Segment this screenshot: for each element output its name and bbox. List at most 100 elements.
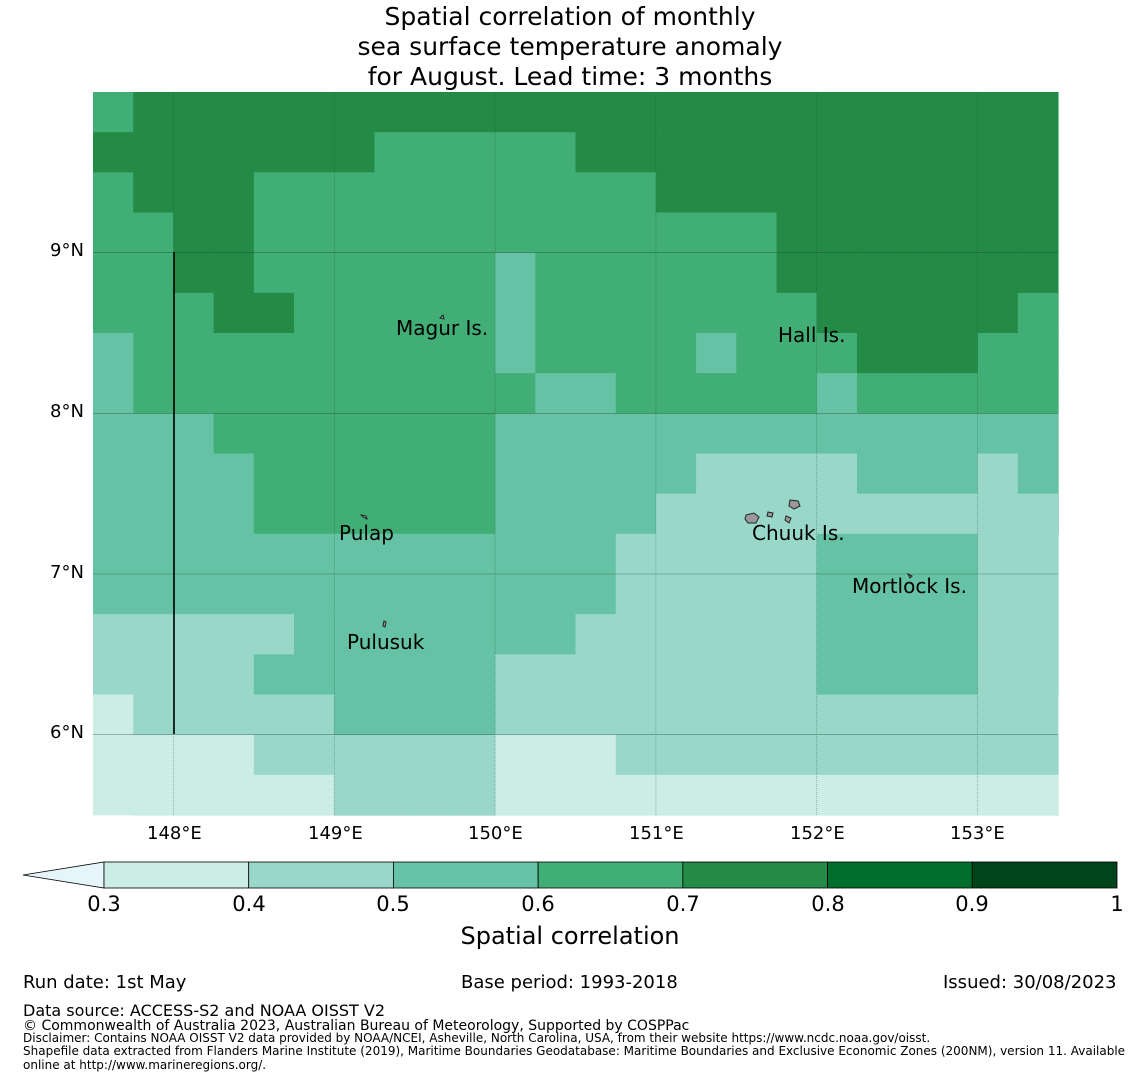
grid-cell [254, 614, 295, 655]
grid-cell [495, 574, 536, 615]
grid-cell [334, 735, 375, 776]
grid-cell [576, 695, 617, 736]
grid-cell [857, 815, 898, 816]
grid-cell [1018, 213, 1059, 254]
grid-cell [1018, 413, 1059, 454]
grid-cell [415, 172, 456, 213]
grid-cell [173, 253, 214, 294]
grid-cell [937, 815, 978, 816]
grid-cell [173, 534, 214, 575]
grid-cell [736, 614, 777, 655]
grid-cell [495, 413, 536, 454]
grid-cell [374, 574, 415, 615]
grid-cell [576, 172, 617, 213]
grid-cell [978, 92, 1019, 133]
grid-cell [214, 454, 255, 495]
grid-cell [294, 614, 335, 655]
grid-cell [696, 413, 737, 454]
grid-cell [495, 373, 536, 414]
grid-cell [294, 534, 335, 575]
grid-cell [374, 775, 415, 816]
grid-cell [1058, 132, 1059, 173]
grid-cell [334, 253, 375, 294]
grid-cell [857, 213, 898, 254]
grid-cell [897, 293, 938, 334]
grid-cell [656, 815, 697, 816]
grid-cell [535, 413, 576, 454]
grid-cell [294, 574, 335, 615]
grid-cell [1018, 735, 1059, 776]
grid-cell [736, 172, 777, 213]
grid-cell [334, 213, 375, 254]
grid-cell [817, 775, 858, 816]
lat-label-9n: 9°N [50, 240, 84, 261]
grid-cell [93, 494, 134, 535]
grid-cell [334, 454, 375, 495]
grid-cell [736, 454, 777, 495]
grid-cell [214, 92, 255, 133]
grid-cell [616, 494, 657, 535]
grid-cell [294, 494, 335, 535]
grid-cell [173, 815, 214, 816]
grid-cell [535, 213, 576, 254]
grid-cell [1058, 654, 1059, 695]
lon-label-148e: 148°E [147, 823, 202, 844]
grid-cell [254, 454, 295, 495]
grid-cell [334, 775, 375, 816]
grid-cell [1058, 735, 1059, 776]
grid-cell [294, 413, 335, 454]
grid-cell [535, 454, 576, 495]
grid-cell [214, 735, 255, 776]
grid-cell [415, 494, 456, 535]
grid-cell [857, 92, 898, 133]
grid-cell [374, 454, 415, 495]
grid-cell [173, 132, 214, 173]
grid-cell [817, 695, 858, 736]
grid-cell [1058, 815, 1059, 816]
grid-cell [616, 132, 657, 173]
grid-cell [857, 654, 898, 695]
grid-cell [1058, 253, 1059, 294]
grid-cell [817, 172, 858, 213]
grid-cell [374, 213, 415, 254]
grid-cell [133, 534, 174, 575]
grid-cell [736, 775, 777, 816]
grid-cell [937, 132, 978, 173]
grid-cell [455, 614, 496, 655]
grid-cell [1058, 574, 1059, 615]
grid-cell [254, 654, 295, 695]
grid-cell [978, 695, 1019, 736]
colorbar-tick-0: 0.3 [87, 892, 120, 916]
grid-cell [616, 735, 657, 776]
colorbar-tick-2: 0.5 [376, 892, 409, 916]
grid-cell [455, 253, 496, 294]
grid-cell [214, 494, 255, 535]
grid-cell [656, 373, 697, 414]
grid-cell [535, 253, 576, 294]
grid-cell [937, 213, 978, 254]
grid-cell [857, 132, 898, 173]
grid-cell [897, 132, 938, 173]
grid-cell [576, 253, 617, 294]
shapefile-credit-1: Shapefile data extracted from Flanders M… [23, 1044, 1125, 1058]
grid-cell [857, 494, 898, 535]
grid-cell [696, 654, 737, 695]
grid-cell [696, 695, 737, 736]
grid-cell [374, 815, 415, 816]
grid-cell [374, 92, 415, 133]
grid-cell [576, 775, 617, 816]
grid-cell [937, 614, 978, 655]
grid-cell [294, 735, 335, 776]
grid-cell [93, 695, 134, 736]
grid-cell [294, 213, 335, 254]
grid-cell [817, 735, 858, 776]
grid-cell [535, 695, 576, 736]
grid-cell [294, 654, 335, 695]
grid-cell [616, 454, 657, 495]
grid-cell [133, 614, 174, 655]
grid-cell [133, 574, 174, 615]
grid-cell [254, 775, 295, 816]
grid-cell [1018, 253, 1059, 294]
grid-cell [857, 413, 898, 454]
grid-cell [978, 213, 1019, 254]
